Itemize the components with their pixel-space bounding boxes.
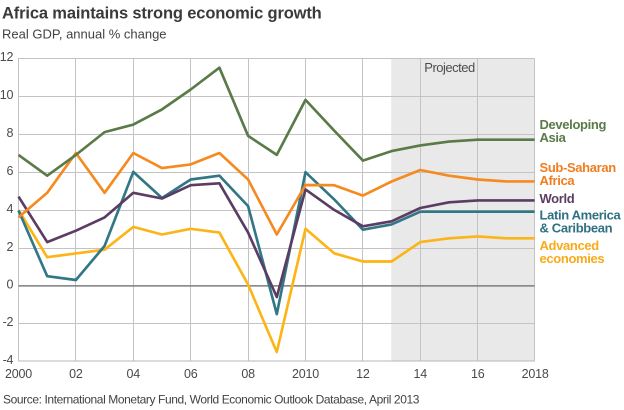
- svg-text:12: 12: [0, 50, 14, 64]
- svg-text:6: 6: [7, 164, 14, 178]
- svg-text:04: 04: [127, 367, 141, 381]
- svg-text:Developing: Developing: [540, 117, 607, 132]
- svg-text:-4: -4: [3, 353, 14, 367]
- svg-text:Sub-Saharan: Sub-Saharan: [540, 160, 617, 175]
- svg-text:Latin America: Latin America: [540, 208, 622, 223]
- svg-text:12: 12: [356, 367, 370, 381]
- svg-text:14: 14: [414, 367, 428, 381]
- svg-text:2: 2: [7, 240, 14, 254]
- svg-text:Source: International Monetary: Source: International Monetary Fund, Wor…: [3, 392, 420, 406]
- svg-text:Projected: Projected: [424, 60, 475, 75]
- svg-text:Africa: Africa: [540, 173, 576, 188]
- svg-text:02: 02: [69, 367, 83, 381]
- svg-text:Asia: Asia: [540, 130, 567, 145]
- svg-text:-2: -2: [3, 315, 14, 329]
- svg-text:Africa maintains strong econom: Africa maintains strong economic growth: [2, 5, 322, 23]
- svg-text:economies: economies: [540, 251, 605, 266]
- svg-text:Real GDP, annual % change: Real GDP, annual % change: [2, 27, 167, 42]
- svg-text:0: 0: [7, 278, 14, 292]
- svg-text:10: 10: [0, 88, 14, 102]
- svg-text:4: 4: [7, 202, 14, 216]
- svg-text:06: 06: [184, 367, 198, 381]
- svg-text:World: World: [540, 191, 575, 206]
- svg-text:2018: 2018: [522, 367, 549, 381]
- svg-text:2000: 2000: [5, 367, 32, 381]
- svg-text:08: 08: [241, 367, 255, 381]
- svg-text:8: 8: [7, 126, 14, 140]
- svg-text:16: 16: [471, 367, 485, 381]
- svg-text:2010: 2010: [292, 367, 319, 381]
- svg-text:Advanced: Advanced: [540, 238, 600, 253]
- svg-text:& Caribbean: & Caribbean: [540, 221, 613, 236]
